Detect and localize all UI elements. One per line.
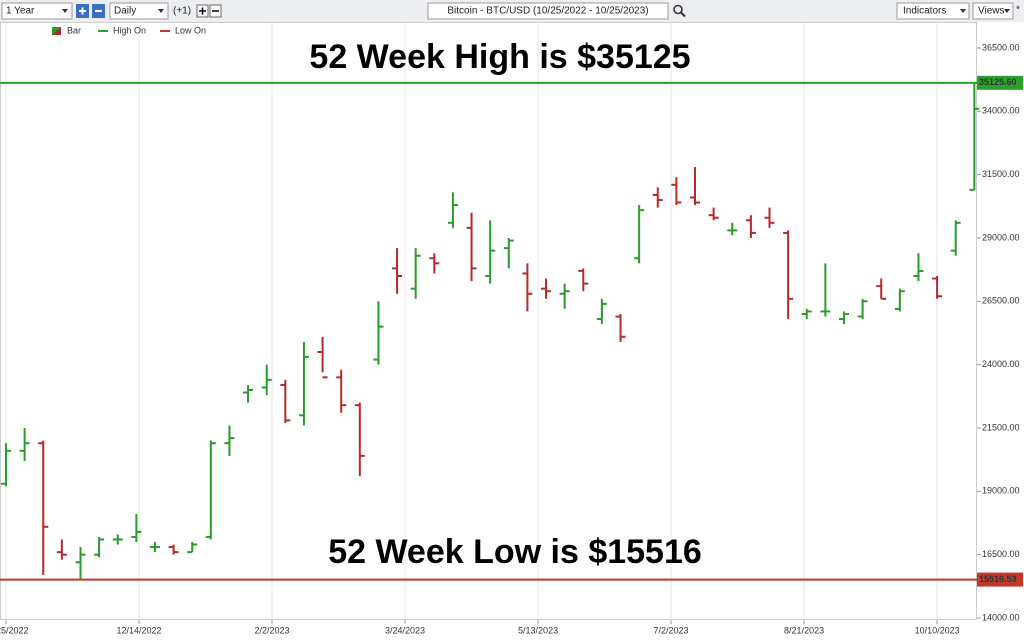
views-text: Views xyxy=(978,6,1005,17)
x-tick-label: 3/24/2023 xyxy=(385,625,425,635)
x-tick-label: 2/2/2023 xyxy=(255,625,290,635)
x-tick-label: 7/2/2023 xyxy=(654,625,689,635)
legend-label: High On xyxy=(113,25,146,35)
star-text: * xyxy=(1016,5,1020,16)
reference-label-bg xyxy=(977,75,1023,90)
indicators-text: Indicators xyxy=(903,6,946,17)
interval-text: Daily xyxy=(114,6,136,17)
period-text: 1 Year xyxy=(6,6,35,17)
indicators-select[interactable]: Indicators xyxy=(896,2,970,20)
plot-area xyxy=(0,22,977,620)
y-tick-label: 34000.00 xyxy=(982,106,1020,116)
x-tick-label: 8/21/2023 xyxy=(784,625,824,635)
x-tick-label: 5/13/2023 xyxy=(518,625,558,635)
interval-select[interactable]: Daily xyxy=(109,2,169,20)
legend-swatch xyxy=(52,27,61,35)
legend-label: Bar xyxy=(67,25,81,35)
y-tick-label: 26500.00 xyxy=(982,296,1020,306)
legend-label: Low On xyxy=(175,25,206,35)
period-select[interactable]: 1 Year xyxy=(1,2,73,20)
annotation: 52 Week High is $35125 xyxy=(309,38,690,76)
y-tick-label: 14000.00 xyxy=(982,612,1020,622)
y-tick-label: 19000.00 xyxy=(982,486,1020,496)
y-tick-label: 24000.00 xyxy=(982,359,1020,369)
offset-text: (+1) xyxy=(173,6,191,17)
symbol-text: Bitcoin - BTC/USD (10/25/2022 - 10/25/20… xyxy=(447,6,648,17)
search-icon[interactable] xyxy=(673,4,686,18)
x-tick-label: 12/14/2022 xyxy=(116,625,161,635)
zoom-out[interactable] xyxy=(92,4,105,18)
x-tick-label: 10/10/2023 xyxy=(915,625,960,635)
views-select[interactable]: Views xyxy=(972,2,1014,20)
y-tick-label: 16500.00 xyxy=(982,549,1020,559)
offset-plus[interactable] xyxy=(196,4,209,18)
y-tick-label: 36500.00 xyxy=(982,42,1020,52)
y-tick-label: 21500.00 xyxy=(982,422,1020,432)
y-tick-label: 29000.00 xyxy=(982,232,1020,242)
reference-label-bg xyxy=(977,572,1023,587)
chart: 10/25/2022 12/14/2022 2/2/2023 3/24/2023 5/1… xyxy=(0,23,1023,635)
x-tick-label: 10/25/2022 xyxy=(0,625,29,635)
annotation: 52 Week Low is $15516 xyxy=(328,533,702,571)
y-tick-label: 31500.00 xyxy=(982,169,1020,179)
reference-label: 35125.60 xyxy=(979,77,1017,87)
offset-minus[interactable] xyxy=(209,4,222,18)
reference-label: 15516.53 xyxy=(979,574,1017,584)
symbol-box[interactable]: Bitcoin - BTC/USD (10/25/2022 - 10/25/20… xyxy=(427,2,669,20)
zoom-in[interactable] xyxy=(76,4,89,18)
